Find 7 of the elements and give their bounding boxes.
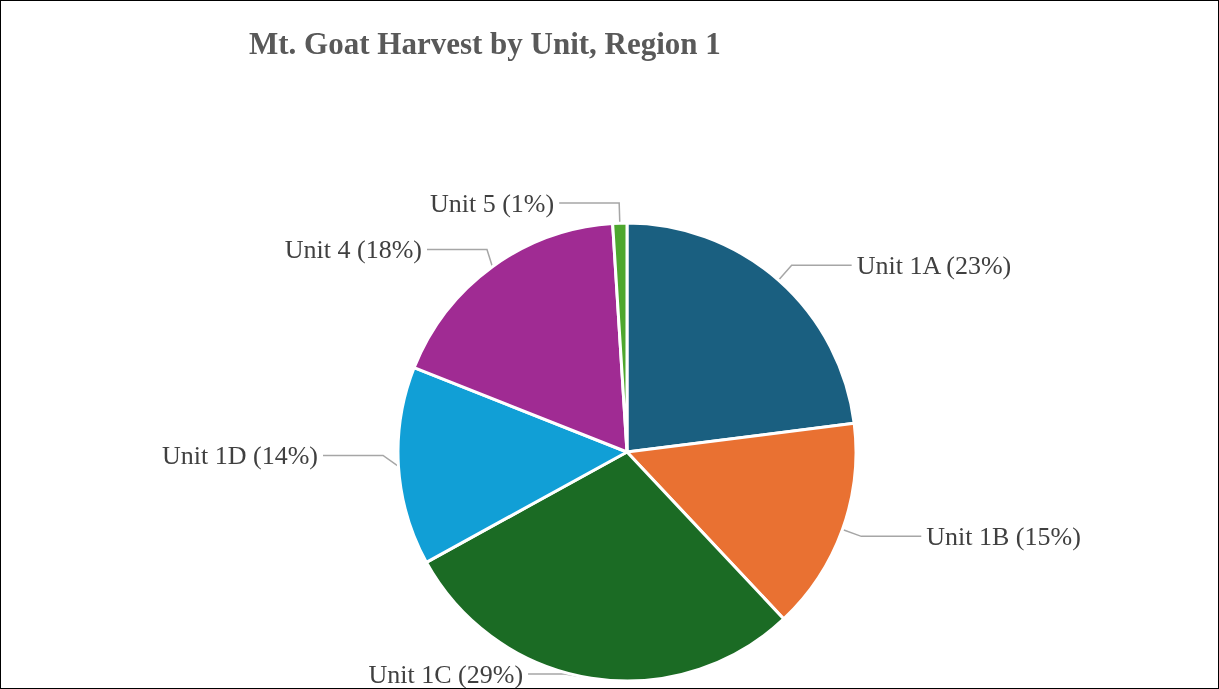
slice-label: Unit 1C (29%)	[368, 659, 524, 689]
slice-label: Unit 1D (14%)	[162, 440, 319, 470]
slice-label: Unit 5 (1%)	[429, 188, 555, 218]
slice-label: Unit 1A (23%)	[856, 250, 1012, 280]
slice-label: Unit 1B (15%)	[926, 521, 1081, 551]
chart-title: Mt. Goat Harvest by Unit, Region 1	[249, 26, 721, 61]
slice-label: Unit 4 (18%)	[284, 234, 422, 264]
